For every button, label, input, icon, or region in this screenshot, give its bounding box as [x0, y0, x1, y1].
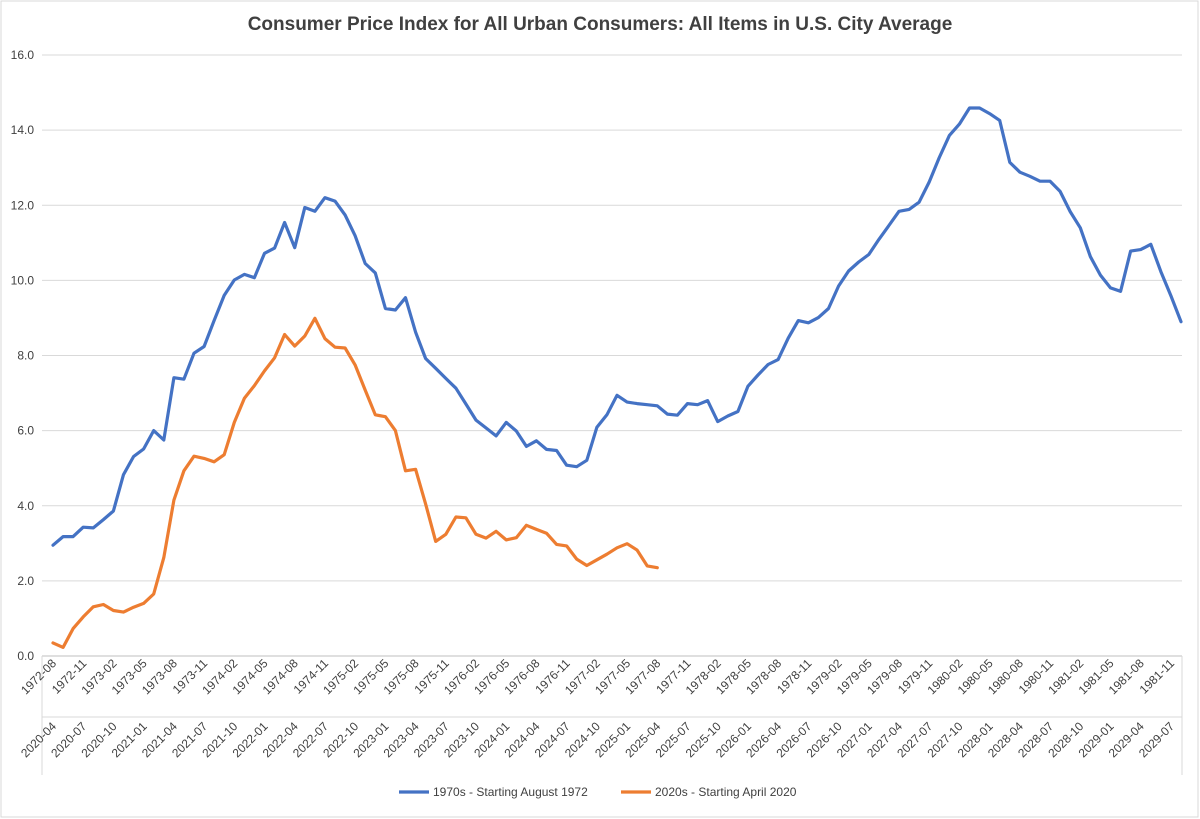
y-tick-label: 4.0	[17, 499, 34, 513]
y-axis: 0.0 2.0 4.0 6.0 8.0 10.0 12.0 14.0 16.0	[11, 48, 35, 663]
series-line-2020s	[51, 316, 659, 650]
y-tick-label: 6.0	[17, 424, 34, 438]
y-tick-label: 0.0	[17, 649, 34, 663]
y-tick-label: 2.0	[17, 574, 34, 588]
chart-title: Consumer Price Index for All Urban Consu…	[248, 14, 953, 35]
legend-item-2020s: 2020s - Starting April 2020	[621, 785, 797, 799]
legend-label: 1970s - Starting August 1972	[433, 785, 588, 799]
y-tick-label: 8.0	[17, 349, 34, 363]
y-tick-label: 14.0	[11, 123, 35, 137]
legend: 1970s - Starting August 1972 2020s - Star…	[399, 785, 797, 799]
y-tick-label: 16.0	[11, 48, 35, 62]
series-line-1970s	[51, 106, 1183, 547]
legend-label: 2020s - Starting April 2020	[655, 785, 797, 799]
y-tick-label: 10.0	[11, 273, 35, 287]
legend-item-1970s: 1970s - Starting August 1972	[399, 785, 588, 799]
series-lines	[51, 106, 1183, 650]
y-tick-label: 12.0	[11, 198, 35, 212]
